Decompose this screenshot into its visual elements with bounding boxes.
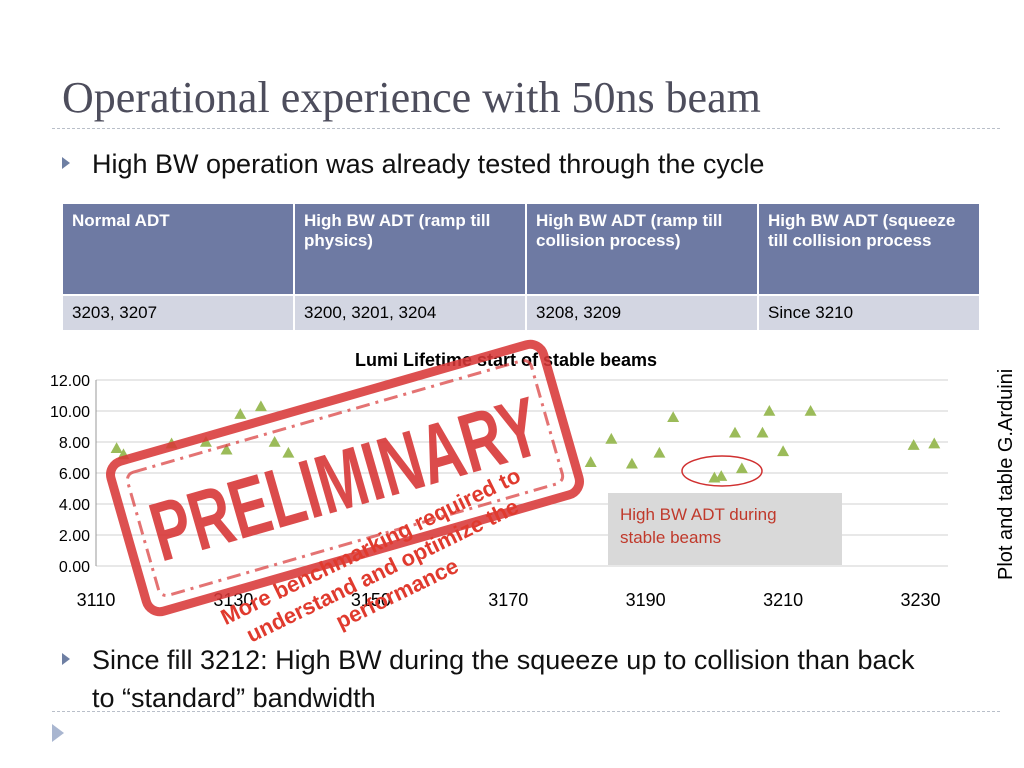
data-point	[234, 408, 247, 419]
data-point	[756, 426, 769, 438]
adt-table: Normal ADT High BW ADT (ramp till physic…	[61, 202, 981, 332]
data-point	[110, 442, 123, 453]
bullet-arrow-icon	[62, 157, 70, 169]
x-tick-label: 3190	[626, 590, 666, 610]
y-tick-label: 10.00	[50, 404, 90, 421]
table-header-cell: High BW ADT (ramp till collision process…	[525, 202, 759, 296]
data-point	[254, 400, 267, 412]
data-point	[625, 457, 638, 469]
highlight-ellipse	[681, 455, 763, 487]
annotation-text: High BW ADT during stable beams	[620, 505, 781, 547]
table-cell: 3200, 3201, 3204	[293, 294, 527, 332]
x-tick-label: 3170	[488, 590, 528, 610]
bullet-item: Since fill 3212: High BW during the sque…	[62, 641, 942, 717]
y-tick-label: 0.00	[59, 559, 90, 576]
slide-title: Operational experience with 50ns beam	[62, 73, 761, 122]
data-point	[804, 405, 817, 416]
bullet-item: High BW operation was already tested thr…	[62, 145, 982, 183]
chart-title: Lumi Lifetime start of stable beams	[355, 350, 657, 370]
data-point	[282, 446, 295, 458]
bullet-text: Since fill 3212: High BW during the sque…	[92, 645, 915, 713]
data-point	[220, 443, 233, 455]
table-cell: 3208, 3209	[525, 294, 759, 332]
y-tick-label: 12.00	[50, 373, 90, 390]
table-row: 3203, 3207 3200, 3201, 3204 3208, 3209 S…	[61, 294, 981, 332]
data-point	[268, 436, 281, 447]
data-point	[907, 439, 920, 450]
annotation-box	[608, 493, 842, 565]
data-point	[667, 411, 680, 422]
y-tick-label: 2.00	[59, 528, 90, 545]
footer-divider	[52, 711, 1000, 712]
stamp-inner-frame	[125, 358, 565, 598]
table-cell: 3203, 3207	[61, 294, 295, 332]
x-tick-label: 3110	[77, 590, 116, 610]
table-cell: Since 3210	[757, 294, 981, 332]
bullet-arrow-icon	[62, 653, 70, 665]
stamp-frame	[106, 339, 584, 617]
x-tick-label: 3230	[900, 590, 940, 610]
nav-arrow-icon[interactable]	[52, 724, 64, 742]
data-point	[777, 445, 790, 457]
data-point	[928, 437, 941, 449]
x-tick-label: 3150	[351, 590, 391, 610]
data-point	[763, 405, 776, 416]
title-divider	[52, 128, 1000, 129]
data-point	[584, 456, 597, 467]
y-tick-label: 8.00	[59, 435, 90, 452]
x-tick-label: 3210	[763, 590, 803, 610]
y-tick-label: 6.00	[59, 466, 90, 483]
table-header-cell: Normal ADT	[61, 202, 295, 296]
y-tick-label: 4.00	[59, 497, 90, 514]
bullet-text: High BW operation was already tested thr…	[92, 149, 765, 179]
table-header-cell: High BW ADT (ramp till physics)	[293, 202, 527, 296]
data-point	[653, 446, 666, 458]
data-point	[729, 426, 741, 438]
table-header-cell: High BW ADT (squeeze till collision proc…	[757, 202, 981, 296]
data-point	[605, 432, 618, 444]
data-point	[735, 462, 748, 474]
data-point	[715, 470, 728, 481]
plot-credit: Plot and table G.Arduini	[995, 368, 1017, 580]
table-header-row: Normal ADT High BW ADT (ramp till physic…	[61, 202, 981, 296]
